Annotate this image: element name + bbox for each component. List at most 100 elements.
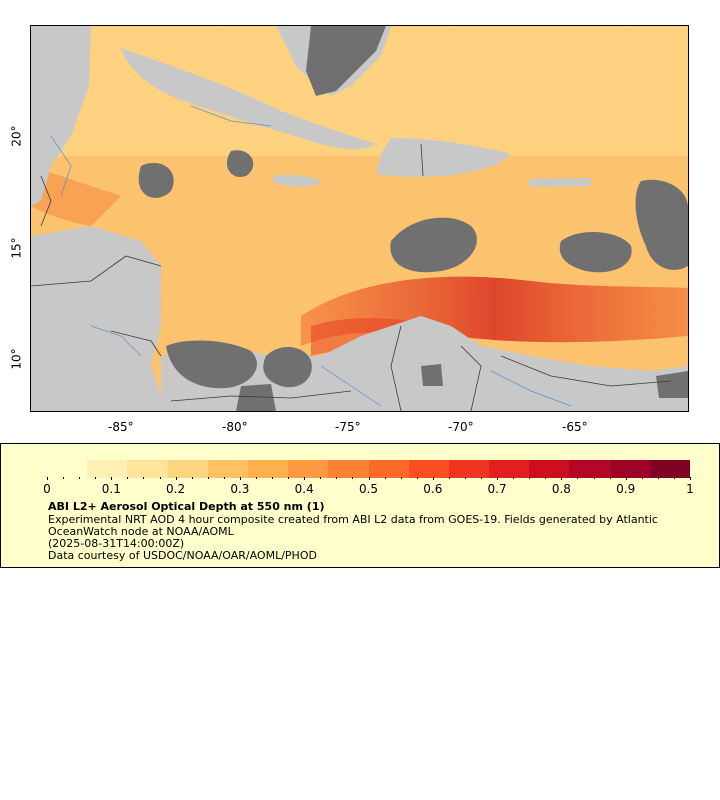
legend-panel: 0 0.1 0.2 0.3 0.4 0.5 0.6 0.7 0.8 0.9 1 ABI L2+ Ae… [0, 443, 720, 568]
cloud-3 [226, 150, 254, 177]
colorbar-swatch [167, 460, 208, 478]
border-8 [500, 355, 672, 387]
aerosol-patch-west [31, 166, 121, 226]
colorbar-minor-tick [191, 477, 193, 479]
colorbar-swatch [127, 460, 168, 478]
cloud-5 [559, 231, 632, 273]
cloud-masks [138, 26, 688, 411]
colorbar-minor-tick [79, 477, 81, 479]
colorbar-tick [111, 477, 113, 480]
colorbar-label: 0.1 [101, 482, 121, 496]
colorbar-tick [625, 477, 627, 480]
colorbar-minor-tick [143, 477, 145, 479]
cloud-10 [421, 364, 443, 386]
colorbar-label: 0.3 [230, 482, 250, 496]
colorbar-swatch [649, 460, 690, 478]
colorbar-swatch [328, 460, 369, 478]
colorbar-label: 0.6 [423, 482, 443, 496]
x-tick-label: -85° [108, 420, 134, 434]
x-tick-label: -80° [222, 420, 248, 434]
y-tick-label: 10° [9, 348, 24, 370]
border-1 [40, 175, 52, 227]
border-7 [170, 390, 352, 402]
colorbar-label: 0.2 [166, 482, 186, 496]
legend-timestamp: (2025-08-31T14:00:00Z) [48, 537, 185, 550]
cloud-2 [138, 162, 174, 198]
colorbar-tick [561, 477, 563, 480]
colorbar-tick [47, 477, 48, 480]
colorbar-minor-tick [127, 477, 129, 479]
colorbar-label: 0.5 [358, 482, 379, 496]
border-2 [31, 255, 162, 287]
colorbar-swatch [207, 460, 248, 478]
colorbar-minor-tick [513, 477, 515, 479]
colorbar-swatch [247, 460, 289, 478]
x-tick-label: -65° [562, 420, 588, 434]
colorbar-swatch [47, 460, 88, 478]
colorbar-minor-tick [207, 477, 209, 479]
colorbar-minor-tick [400, 477, 402, 479]
colorbar-minor-tick [159, 477, 161, 479]
colorbar-minor-tick [657, 477, 659, 479]
cloud-9 [236, 384, 276, 411]
colorbar-swatch [529, 460, 570, 478]
colorbar-label: 0 [43, 482, 51, 496]
legend-description-line-2: OceanWatch node at NOAA/AOML [48, 525, 234, 538]
colorbar-minor-tick [255, 477, 257, 479]
colorbar-swatch [609, 460, 650, 478]
cloud-11 [656, 371, 688, 398]
border-5 [390, 325, 402, 411]
land-hispaniola [376, 138, 511, 177]
land-puerto-rico [529, 178, 591, 187]
colorbar-tick [368, 477, 370, 480]
map-canvas [31, 26, 688, 411]
colorbar-minor-tick [416, 477, 418, 479]
colorbar [47, 460, 690, 478]
cloud-4 [390, 217, 477, 273]
colorbar-minor-tick [448, 477, 450, 479]
river-1 [50, 135, 72, 197]
colorbar-minor-tick [272, 477, 274, 479]
colorbar-minor-tick [336, 477, 338, 479]
colorbar-minor-tick [529, 477, 531, 479]
border-6 [460, 345, 482, 411]
colorbar-minor-tick [352, 477, 354, 479]
colorbar-minor-tick [320, 477, 322, 479]
colorbar-swatch [368, 460, 409, 478]
colorbar-swatch [448, 460, 490, 478]
land-cuba [121, 48, 376, 150]
colorbar-label: 0.7 [487, 482, 507, 496]
river-2 [90, 325, 142, 357]
colorbar-swatch [288, 460, 329, 478]
x-tick-label: -70° [448, 420, 474, 434]
land-central-america [31, 226, 166, 411]
colorbar-minor-tick [577, 477, 579, 479]
border-3 [110, 330, 162, 357]
x-tick-label: -75° [335, 420, 361, 434]
y-tick-label: 20° [9, 125, 24, 147]
colorbar-minor-tick [609, 477, 611, 479]
colorbar-label: 1 [686, 482, 694, 496]
cloud-8 [263, 346, 312, 388]
colorbar-minor-tick [63, 477, 65, 479]
colorbar-label: 0.9 [616, 482, 636, 496]
legend-credit: Data courtesy of USDOC/NOAA/OAR/AOML/PHO… [48, 549, 317, 562]
colorbar-label: 0.8 [551, 482, 571, 496]
colorbar-tick [175, 477, 177, 480]
border-4 [420, 143, 424, 177]
colorbar-tick [432, 477, 434, 480]
rivers [50, 105, 572, 407]
colorbar-minor-tick [481, 477, 483, 479]
colorbar-minor-tick [95, 477, 97, 479]
colorbar-tick [304, 477, 306, 480]
legend-description-line-1: Experimental NRT AOD 4 hour composite cr… [48, 513, 658, 526]
river-4 [490, 370, 572, 407]
colorbar-tick [690, 477, 691, 480]
aod-map [30, 25, 689, 412]
land-jamaica [273, 174, 323, 187]
political-borders [31, 143, 672, 411]
colorbar-minor-tick [288, 477, 290, 479]
colorbar-minor-tick [673, 477, 675, 479]
river-5 [190, 105, 272, 127]
colorbar-tick [239, 477, 241, 480]
